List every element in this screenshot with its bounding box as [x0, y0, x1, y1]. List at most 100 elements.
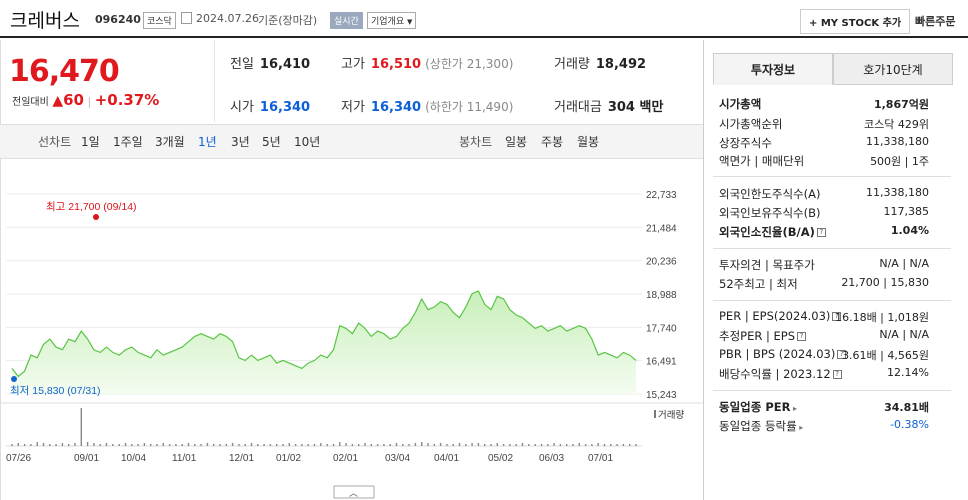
section-divider	[713, 176, 951, 177]
x-tick-label: 11/01	[172, 453, 197, 464]
volume-bar	[307, 444, 309, 446]
info-row: 투자의견 | 목표주가 N/A | N/A	[719, 257, 949, 273]
x-tick-label: 12/01	[229, 453, 254, 464]
stat-prev-label: 전일	[230, 57, 254, 72]
tab-3m[interactable]: 3개월	[155, 135, 185, 149]
calendar-icon	[181, 12, 192, 24]
info-row-value: N/A | N/A	[879, 257, 929, 270]
volume-bar	[458, 443, 461, 446]
volume-bar	[105, 443, 108, 446]
volume-bar	[509, 444, 511, 446]
stat-low-value: 16,340	[370, 100, 422, 115]
volume-bar	[383, 444, 385, 446]
info-row-value: 21,700 | 15,830	[841, 276, 929, 289]
price-line	[11, 290, 637, 378]
up-arrow-icon: ▲	[52, 93, 64, 109]
volume-bar	[427, 443, 429, 446]
volume-bar	[99, 444, 101, 446]
volume-bar	[490, 444, 492, 446]
info-row-label: PBR | BPS (2024.03)	[719, 347, 836, 361]
help-icon[interactable]: ?	[837, 350, 847, 359]
volume-bar	[55, 444, 57, 446]
volume-bar	[288, 443, 290, 446]
info-row-label: 외국인한도주식수(A)	[719, 187, 821, 201]
volume-bar	[238, 444, 240, 446]
volume-bar	[578, 443, 580, 446]
tab-daily[interactable]: 일봉	[505, 135, 528, 149]
info-row: 동일업종 PER ▸ 34.81배	[719, 399, 949, 415]
chevron-up-icon: ︿	[349, 489, 358, 499]
x-tick-label: 10/04	[121, 453, 146, 464]
help-icon[interactable]: ?	[832, 370, 842, 379]
info-row-value: -0.38%	[890, 418, 929, 431]
info-row-label: 시가총액	[719, 97, 762, 111]
company-overview-dropdown[interactable]: 기업개요 ▼	[367, 12, 417, 29]
collapse-chart-button[interactable]	[333, 485, 375, 499]
tab-10y[interactable]: 10년	[294, 135, 321, 149]
volume-bar	[181, 444, 183, 446]
help-icon[interactable]: ?	[797, 332, 807, 341]
info-row-label: 52주최고 | 최저	[719, 277, 798, 291]
low-annotation: 최저 15,830 (07/31)	[10, 385, 101, 397]
tab-1w[interactable]: 1주일	[113, 135, 143, 149]
x-tick-label: 06/03	[539, 453, 564, 464]
info-row-value: N/A | N/A	[879, 328, 929, 341]
volume-bar	[446, 444, 448, 446]
stat-high-label: 고가	[341, 57, 365, 72]
volume-bar	[332, 444, 335, 446]
tab-orderbook[interactable]: 호가10단계	[833, 53, 953, 85]
volume-bar	[629, 444, 631, 446]
tab-weekly[interactable]: 주봉	[541, 135, 564, 149]
high-annotation: 최고 21,700 (09/14)	[46, 201, 137, 213]
volume-bar	[93, 443, 95, 446]
info-row: 액면가 | 매매단위 500원 | 1주	[719, 153, 949, 169]
tab-invest-info[interactable]: 투자정보	[713, 53, 833, 85]
help-icon[interactable]: ?	[816, 228, 826, 237]
stat-open-value: 16,340	[259, 100, 311, 115]
stat-upper-limit: (상한가 21,300)	[425, 57, 514, 71]
volume-bar	[17, 443, 19, 446]
volume-bar	[269, 444, 272, 446]
stat-volume-value: 18,492	[595, 57, 647, 72]
chevron-down-icon: ▼	[407, 18, 413, 26]
volume-bar	[358, 444, 360, 446]
info-row-value: 34.81배	[884, 401, 929, 414]
tab-5y[interactable]: 5년	[262, 135, 281, 149]
info-row: 동일업종 등락률 ▸ -0.38%	[719, 418, 949, 434]
tab-monthly[interactable]: 월봉	[577, 135, 600, 149]
help-icon[interactable]: ?	[832, 312, 842, 321]
tab-1y[interactable]: 1년	[198, 135, 217, 149]
info-row-value: 1.04%	[890, 224, 929, 237]
x-tick-label: 07/01	[588, 453, 613, 464]
x-tick-label: 04/01	[434, 453, 459, 464]
volume-bar	[597, 443, 599, 446]
volume-bar	[194, 444, 196, 446]
caret-right-icon[interactable]: ▸	[790, 404, 798, 413]
stat-prev-value: 16,410	[259, 57, 311, 72]
volume-bar	[584, 444, 587, 446]
quick-order-link[interactable]: 빠른주문	[915, 15, 956, 28]
info-row: PBR | BPS (2024.03)? 3.61배 | 4,565원	[719, 347, 949, 362]
line-chart-label: 선차트	[38, 135, 72, 149]
volume-bar	[591, 444, 593, 446]
volume-bar	[244, 444, 246, 446]
volume-bar	[389, 444, 391, 446]
tab-3y[interactable]: 3년	[231, 135, 250, 149]
volume-bar	[294, 444, 297, 446]
stat-prev: 전일 16,410	[230, 53, 310, 72]
volume-bar	[175, 444, 177, 446]
section-divider	[713, 248, 951, 249]
main-panel	[0, 40, 703, 500]
price-chart[interactable]: 22,733 21,484 20,236 18,988 17,740 16,491 15,2…	[0, 160, 703, 500]
y-tick-label: 17,740	[646, 323, 677, 334]
tab-1d[interactable]: 1일	[81, 135, 100, 149]
volume-bar	[74, 443, 76, 446]
volume-bar	[162, 443, 164, 446]
mystock-add-button[interactable]: + MY STOCK 추가	[800, 9, 911, 34]
realtime-tag[interactable]: 실시간	[330, 12, 363, 29]
volume-bar	[61, 443, 64, 446]
volume-bar	[213, 444, 215, 446]
volume-bar	[433, 444, 435, 446]
caret-right-icon[interactable]: ▸	[796, 423, 804, 432]
x-tick-label: 01/02	[276, 453, 301, 464]
